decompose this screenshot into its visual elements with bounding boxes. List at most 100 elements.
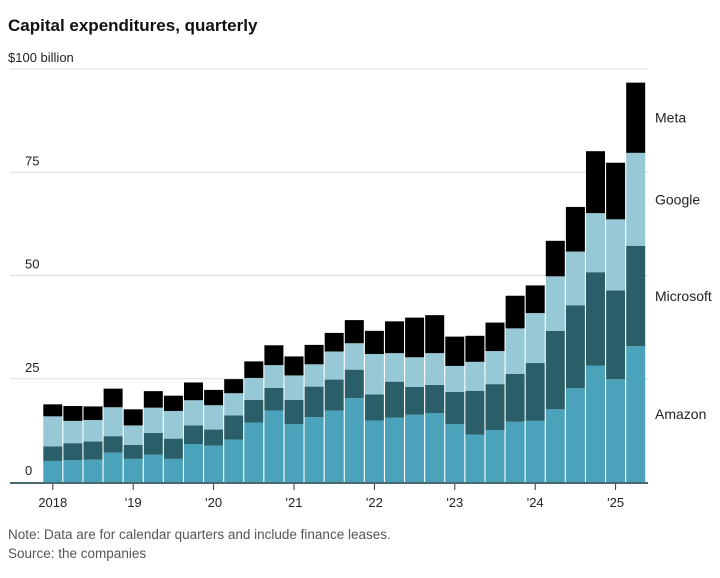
bar-segment-google: [525, 313, 545, 364]
bar-stack: [505, 295, 525, 482]
bar-segment-amazon: [264, 410, 284, 482]
bar-segment-google: [626, 152, 646, 246]
chart-title: Capital expenditures, quarterly: [8, 16, 258, 35]
bar-stack: [465, 335, 485, 482]
bar-segment-meta: [244, 361, 264, 378]
bar-segment-meta: [586, 151, 605, 214]
bar-segment-meta: [606, 162, 626, 220]
bar-segment-amazon: [143, 454, 163, 482]
bar-segment-meta: [344, 320, 364, 344]
bar-stack: [525, 285, 545, 482]
bar-segment-meta: [284, 356, 304, 376]
bar-segment-amazon: [244, 422, 264, 482]
bar-segment-amazon: [545, 409, 565, 482]
bar-segment-meta: [63, 406, 83, 421]
bar-segment-google: [143, 407, 163, 433]
bar-stack: [626, 82, 646, 482]
bar-segment-microsoft: [264, 387, 284, 411]
legend: Amazon Microsoft Google Meta: [655, 110, 712, 422]
bar-stack: [184, 382, 203, 482]
bar-stack: [425, 315, 445, 482]
bar-segment-microsoft: [324, 379, 344, 411]
bar-segment-meta: [545, 240, 565, 277]
bar-stack: [224, 379, 244, 482]
bar-stack: [244, 361, 264, 482]
bar-segment-microsoft: [103, 436, 123, 453]
bar-segment-google: [485, 351, 505, 385]
chart-source: Source: the companies: [8, 546, 146, 561]
bar-segment-microsoft: [385, 381, 404, 418]
bar-segment-google: [103, 407, 123, 437]
bar-segment-microsoft: [63, 443, 83, 461]
bar-segment-google: [83, 420, 103, 442]
x-tick-label: '20: [205, 495, 222, 510]
bar-segment-amazon: [204, 445, 224, 482]
bar-segment-google: [565, 251, 585, 306]
bar-stack: [344, 320, 364, 482]
bar-segment-microsoft: [425, 384, 445, 414]
y-tick-label: 0: [25, 463, 32, 478]
bar-segment-google: [505, 328, 525, 374]
bar-segment-microsoft: [405, 387, 425, 415]
y-tick-label: $100 billion: [8, 50, 74, 65]
bar-segment-microsoft: [565, 305, 585, 389]
y-tick-label: 25: [25, 360, 39, 375]
bar-segment-meta: [184, 382, 203, 401]
bar-segment-meta: [123, 409, 143, 426]
bar-segment-google: [425, 353, 445, 385]
bar-stack: [284, 356, 304, 482]
bar-segment-google: [184, 400, 203, 426]
bar-segment-amazon: [123, 458, 143, 482]
bar-segment-meta: [505, 295, 525, 329]
bar-segment-amazon: [405, 414, 425, 482]
x-axis: 2018 '19 '20 '21 '22 '23 '24 '25: [10, 482, 648, 510]
bar-segment-meta: [43, 404, 63, 417]
bar-segment-google: [224, 393, 244, 416]
bar-segment-microsoft: [525, 363, 545, 421]
bar-segment-google: [304, 364, 324, 387]
x-tick-label: '24: [527, 495, 544, 510]
bar-segment-amazon: [565, 388, 585, 482]
bar-stack: [545, 240, 565, 482]
bar-segment-amazon: [586, 365, 605, 482]
bar-segment-meta: [83, 406, 103, 421]
bar-segment-google: [163, 410, 183, 439]
bar-segment-meta: [143, 391, 163, 408]
x-tick-label: '25: [607, 495, 624, 510]
bar-segment-amazon: [83, 459, 103, 482]
bar-segment-meta: [626, 82, 646, 153]
bar-segment-amazon: [445, 424, 465, 482]
bar-segment-amazon: [606, 379, 626, 482]
bar-segment-google: [545, 276, 565, 331]
bar-segment-google: [445, 365, 465, 392]
bar-stack: [83, 406, 103, 482]
bar-segment-google: [364, 353, 384, 395]
bar-segment-google: [385, 353, 404, 382]
bar-segment-meta: [163, 395, 183, 411]
bar-segment-amazon: [385, 417, 404, 482]
bar-stack: [364, 330, 384, 482]
x-tick-label: '22: [366, 495, 383, 510]
bar-segment-microsoft: [43, 446, 63, 461]
bar-segment-google: [324, 351, 344, 380]
bar-segment-meta: [405, 317, 425, 358]
bar-segment-meta: [565, 206, 585, 252]
legend-label-google: Google: [655, 191, 700, 207]
bar-segment-amazon: [163, 458, 183, 482]
bar-segment-microsoft: [465, 390, 485, 435]
bar-stack: [385, 321, 404, 482]
y-axis-labels: 0 25 50 75 $100 billion: [8, 50, 74, 478]
bar-segment-microsoft: [83, 441, 103, 460]
bar-stack: [264, 345, 284, 482]
bar-segment-microsoft: [485, 384, 505, 430]
bar-segment-microsoft: [143, 432, 163, 455]
bar-segment-microsoft: [626, 245, 646, 347]
bar-segment-amazon: [63, 460, 83, 482]
bar-segment-meta: [264, 345, 284, 366]
bar-segment-google: [244, 377, 264, 400]
bar-stack: [163, 395, 183, 482]
bar-stack: [143, 391, 163, 482]
legend-label-microsoft: Microsoft: [655, 288, 712, 304]
bar-segment-microsoft: [586, 272, 605, 366]
bar-stack: [103, 388, 123, 482]
